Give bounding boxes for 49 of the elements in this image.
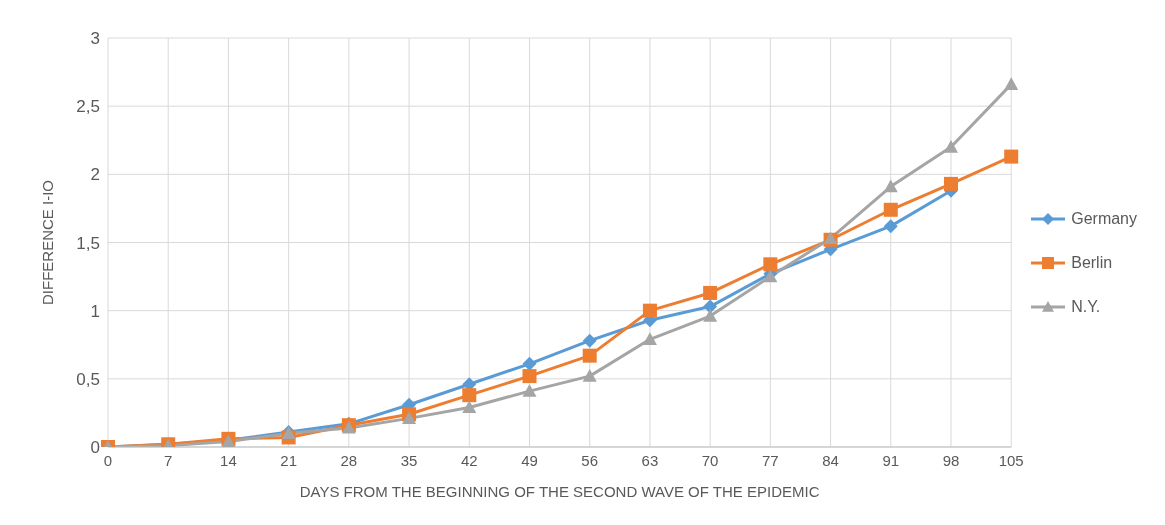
x-tick-label: 84 xyxy=(822,451,839,469)
legend-label: N.Y. xyxy=(1071,297,1101,316)
point xyxy=(703,285,718,300)
point xyxy=(462,400,477,414)
y-tick-label: 3 xyxy=(90,29,100,49)
y-tick-label: 0,5 xyxy=(76,369,100,389)
x-tick-label: 63 xyxy=(641,451,659,469)
x-tick-label: 98 xyxy=(942,451,960,469)
point xyxy=(522,369,537,384)
x-tick-label: 0 xyxy=(103,451,113,469)
y-tick-label: 2,5 xyxy=(76,97,100,117)
x-tick-label: 35 xyxy=(400,451,418,469)
point xyxy=(943,176,958,191)
point xyxy=(582,369,597,382)
point xyxy=(883,219,898,234)
x-tick-label: 7 xyxy=(164,451,173,469)
y-tick-label: 1,5 xyxy=(76,233,100,253)
y-tick-label: 2 xyxy=(90,165,100,185)
y-tick-label: 1 xyxy=(90,301,100,321)
point xyxy=(582,333,597,348)
legend-label: Berlin xyxy=(1071,253,1113,272)
x-tick-label: 14 xyxy=(220,451,237,469)
point xyxy=(642,303,657,318)
point xyxy=(703,299,718,314)
x-tick-label: 56 xyxy=(581,451,599,469)
point xyxy=(1004,77,1019,90)
x-tick-label: 91 xyxy=(882,451,900,469)
point xyxy=(402,411,417,424)
legend-label: Germany xyxy=(1071,209,1137,228)
point xyxy=(642,332,657,345)
x-tick-label: 21 xyxy=(280,451,297,469)
point xyxy=(522,384,537,397)
point xyxy=(582,348,597,363)
point xyxy=(883,179,898,193)
x-axis-title: DAYS FROM THE BEGINNING OF THE SECOND WAVE OF THE EPIDEMIC xyxy=(299,483,820,500)
x-tick-label: 70 xyxy=(701,451,719,469)
x-tick-label: 49 xyxy=(521,451,538,469)
x-tick-label: 42 xyxy=(460,451,478,469)
point xyxy=(522,356,537,371)
y-axis-title: DIFFERENCE I-IO xyxy=(39,179,57,306)
point xyxy=(1004,149,1019,164)
point xyxy=(883,202,898,217)
point xyxy=(943,140,958,153)
x-tick-label: 28 xyxy=(340,451,358,469)
x-tick-label: 105 xyxy=(998,451,1024,469)
x-tick-label: 77 xyxy=(762,451,779,469)
point xyxy=(703,309,718,322)
point xyxy=(763,257,778,272)
point xyxy=(462,388,477,403)
